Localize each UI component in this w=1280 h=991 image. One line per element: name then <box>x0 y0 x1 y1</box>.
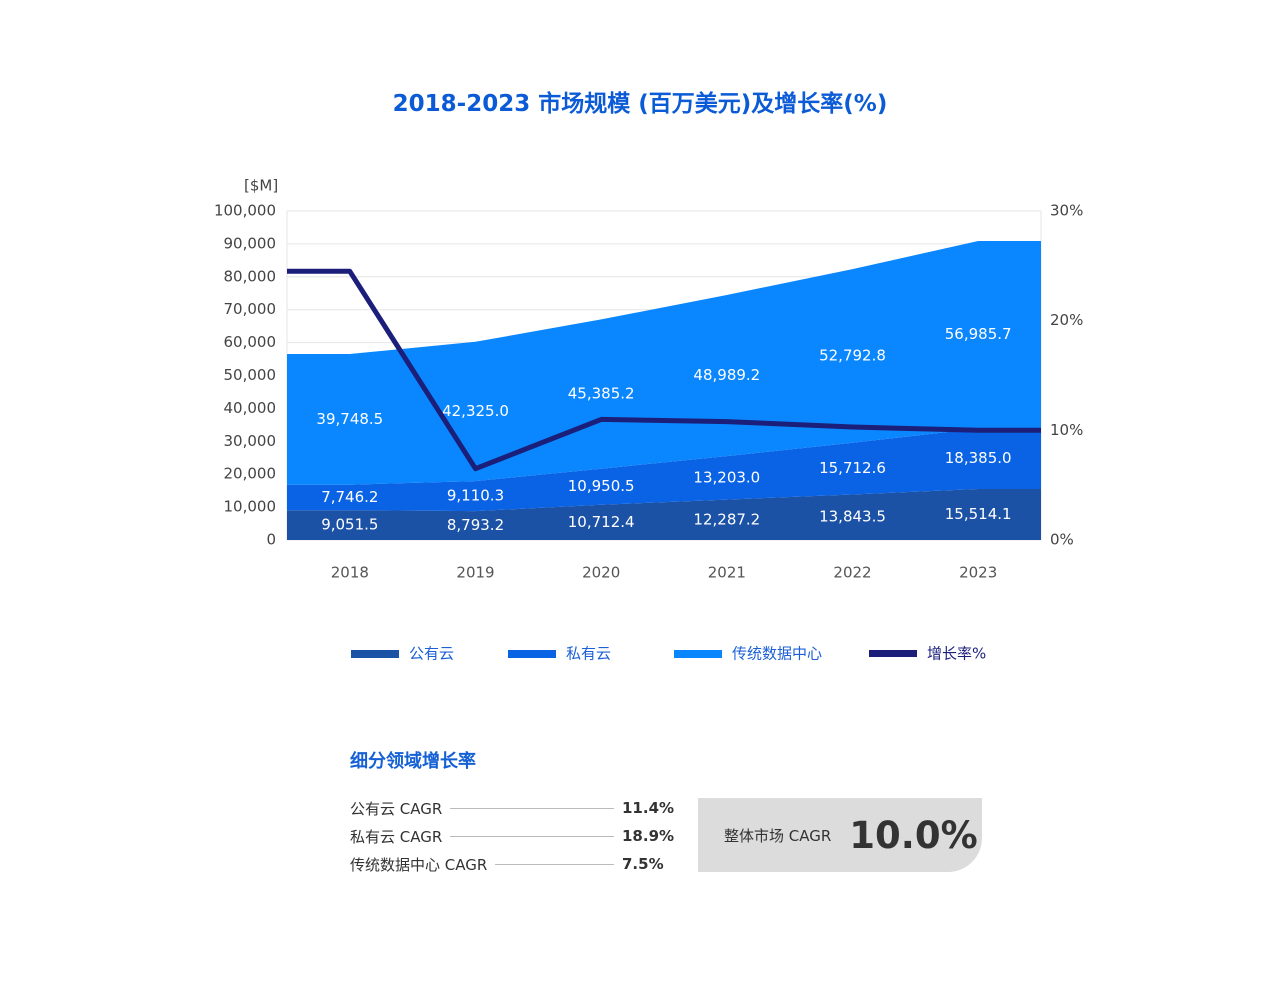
value-label: 39,748.5 <box>316 410 383 428</box>
value-label: 13,203.0 <box>693 468 760 486</box>
value-label: 18,385.0 <box>945 449 1012 467</box>
value-label: 9,110.3 <box>447 487 504 505</box>
y-tick-label: 10,000 <box>224 498 277 516</box>
cagr-label: 私有云 CAGR <box>350 827 443 846</box>
legend-label: 私有云 <box>566 645 611 663</box>
y-tick-label: 40,000 <box>224 399 277 417</box>
legend-swatch <box>869 650 917 657</box>
legend-swatch <box>508 650 556 658</box>
value-label: 56,985.7 <box>945 325 1012 343</box>
cagr-value: 11.4% <box>622 799 675 817</box>
legend-label: 公有云 <box>409 645 454 663</box>
cagr-row: 公有云 CAGR 11.4% <box>350 794 675 822</box>
value-label: 10,950.5 <box>568 477 635 495</box>
value-label: 15,712.6 <box>819 459 886 477</box>
value-label: 52,792.8 <box>819 346 886 364</box>
value-label: 13,843.5 <box>819 508 886 526</box>
growth-line <box>287 268 1041 472</box>
cagr-value: 7.5% <box>622 855 664 873</box>
x-tick-label: 2022 <box>833 564 871 582</box>
panel-title: 细分领域增长率 <box>350 751 476 772</box>
value-label: 9,051.5 <box>321 516 378 534</box>
x-tick-label: 2021 <box>708 564 746 582</box>
x-tick-label: 2018 <box>331 564 369 582</box>
y2-tick-label: 10% <box>1050 421 1083 439</box>
cagr-label: 传统数据中心 CAGR <box>350 855 488 874</box>
chart-title: 2018-2023 市场规模 (百万美元)及增长率(%) <box>392 91 888 117</box>
legend-label: 增长率% <box>927 645 986 663</box>
value-label: 7,746.2 <box>321 488 378 506</box>
leader-line <box>495 863 614 865</box>
leader-line <box>450 807 614 809</box>
y-tick-label: 0 <box>266 531 276 549</box>
value-label: 45,385.2 <box>568 385 635 403</box>
y-tick-label: 90,000 <box>224 234 277 252</box>
value-label: 10,712.4 <box>568 513 635 531</box>
area <box>287 241 1041 485</box>
value-label: 15,514.1 <box>945 505 1012 523</box>
cagr-rows: 公有云 CAGR 11.4% 私有云 CAGR 18.9% 传统数据中心 CAGR 7.5… <box>350 794 675 878</box>
cagr-label: 公有云 CAGR <box>350 799 443 818</box>
area <box>287 428 1041 512</box>
leader-line <box>450 835 614 837</box>
legend-label: 传统数据中心 <box>732 645 822 663</box>
y-tick-label: 50,000 <box>224 366 277 384</box>
overall-label: 整体市场 CAGR <box>724 826 832 845</box>
y2-tick-label: 0% <box>1050 531 1074 549</box>
cagr-value: 18.9% <box>622 827 675 845</box>
x-tick-label: 2023 <box>959 564 997 582</box>
area <box>287 489 1041 540</box>
overall-cagr: 整体市场 CAGR 10.0% <box>698 798 982 872</box>
y-tick-label: 60,000 <box>224 333 277 351</box>
y-axis-label: [$M] <box>244 177 278 195</box>
legend-swatch <box>351 650 399 658</box>
legend-swatch <box>674 650 722 658</box>
value-label: 12,287.2 <box>693 510 760 528</box>
y-tick-label: 20,000 <box>224 465 277 483</box>
value-label: 42,325.0 <box>442 402 509 420</box>
y2-tick-label: 20% <box>1050 311 1083 329</box>
y-tick-label: 80,000 <box>224 267 277 285</box>
x-tick-label: 2020 <box>582 564 620 582</box>
cagr-row: 传统数据中心 CAGR 7.5% <box>350 850 668 878</box>
y-tick-label: 100,000 <box>214 202 276 220</box>
y-tick-label: 70,000 <box>224 300 277 318</box>
cagr-row: 私有云 CAGR 18.9% <box>350 822 675 850</box>
value-label: 8,793.2 <box>447 516 504 534</box>
y2-tick-label: 30% <box>1050 202 1083 220</box>
x-tick-label: 2019 <box>456 564 494 582</box>
y-tick-label: 30,000 <box>224 432 277 450</box>
overall-value: 10.0% <box>849 813 978 857</box>
value-label: 48,989.2 <box>693 366 760 384</box>
